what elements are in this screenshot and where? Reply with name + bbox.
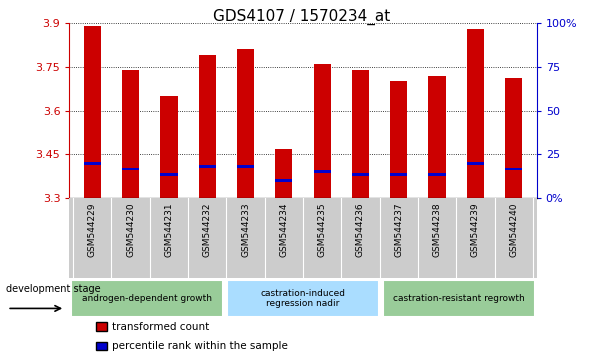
Bar	[352, 70, 369, 198]
Bar	[275, 179, 292, 182]
Bar	[314, 171, 331, 173]
Bar	[352, 173, 369, 176]
Text: GSM544235: GSM544235	[318, 202, 327, 257]
Bar	[122, 167, 139, 171]
FancyBboxPatch shape	[71, 280, 223, 316]
Bar	[467, 162, 484, 165]
Text: GSM544234: GSM544234	[279, 202, 288, 257]
Text: androgen-dependent growth: androgen-dependent growth	[82, 294, 212, 303]
FancyBboxPatch shape	[227, 280, 379, 316]
Text: transformed count: transformed count	[112, 322, 209, 332]
Text: percentile rank within the sample: percentile rank within the sample	[112, 341, 288, 351]
Bar	[429, 173, 446, 176]
Text: GSM544239: GSM544239	[471, 202, 480, 257]
Bar	[160, 96, 177, 198]
Bar	[390, 173, 408, 176]
Text: GSM544230: GSM544230	[126, 202, 135, 257]
Text: GSM544231: GSM544231	[165, 202, 174, 257]
Bar	[314, 64, 331, 198]
Bar	[237, 165, 254, 167]
Bar	[467, 29, 484, 198]
Bar	[390, 81, 408, 198]
Text: GDS4107 / 1570234_at: GDS4107 / 1570234_at	[213, 9, 390, 25]
Bar	[198, 165, 216, 167]
Bar	[505, 79, 522, 198]
Bar	[84, 162, 101, 165]
Bar	[160, 173, 177, 176]
Bar	[122, 70, 139, 198]
FancyBboxPatch shape	[383, 280, 535, 316]
Bar	[275, 149, 292, 198]
Text: castration-induced
regression nadir: castration-induced regression nadir	[260, 289, 346, 308]
Bar	[505, 167, 522, 171]
Bar	[429, 75, 446, 198]
Text: GSM544233: GSM544233	[241, 202, 250, 257]
Text: GSM544237: GSM544237	[394, 202, 403, 257]
Bar	[237, 49, 254, 198]
Text: development stage: development stage	[6, 284, 101, 294]
Text: GSM544236: GSM544236	[356, 202, 365, 257]
Text: GSM544232: GSM544232	[203, 202, 212, 257]
Text: GSM544229: GSM544229	[88, 202, 97, 257]
Bar	[84, 26, 101, 198]
Text: GSM544240: GSM544240	[509, 202, 518, 257]
Bar	[198, 55, 216, 198]
Text: castration-resistant regrowth: castration-resistant regrowth	[393, 294, 525, 303]
Text: GSM544238: GSM544238	[432, 202, 441, 257]
